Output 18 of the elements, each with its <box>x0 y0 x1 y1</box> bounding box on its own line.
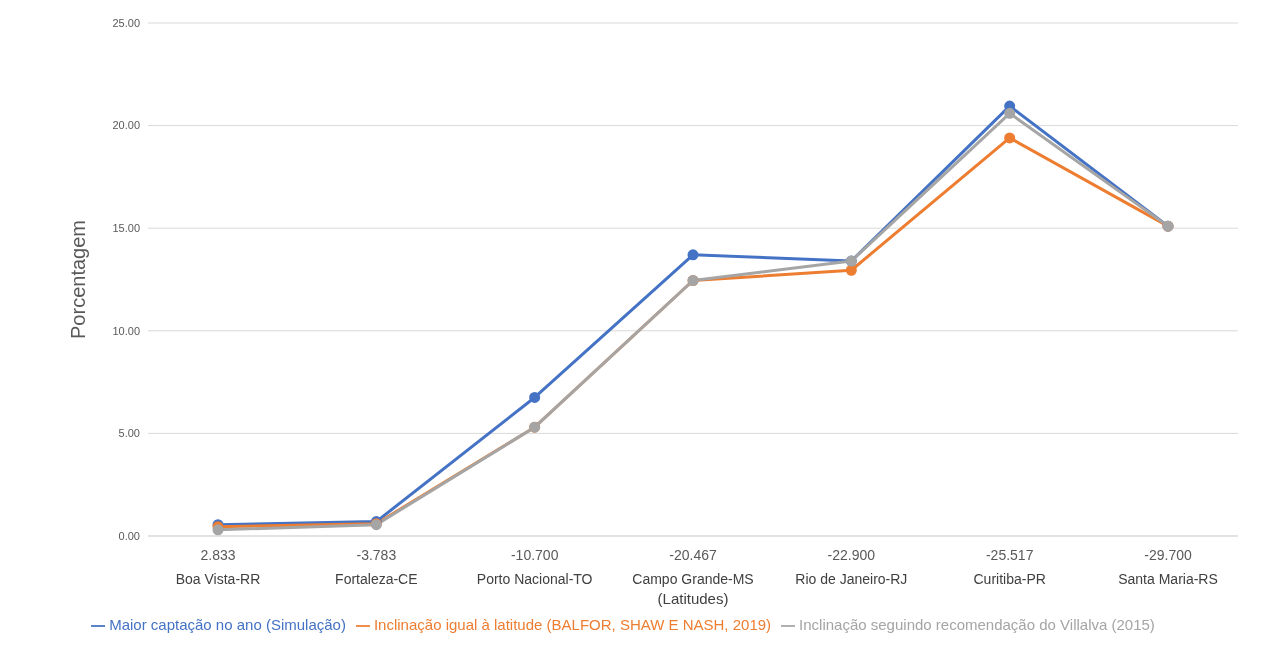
legend-label: Inclinação seguindo recomendação do Villalva (2015) <box>799 615 1155 633</box>
x-tick-label: -10.700 Porto Nacional-TO <box>476 546 593 587</box>
x-tick-label: -22.900 Rio de Janeiro-RJ <box>795 546 908 587</box>
y-tick-label: 5.00 <box>118 427 140 440</box>
y-tick-label: 0.00 <box>118 529 140 542</box>
y-tick-label: 20.00 <box>112 119 140 132</box>
y-tick-label: 15.00 <box>112 222 140 235</box>
x-axis-title: (Latitudes) <box>657 589 729 607</box>
legend-label: Maior captação no ano (Simulação) <box>109 615 346 633</box>
y-tick-label: 25.00 <box>112 16 140 29</box>
x-tick-label: -25.517 Curitiba-PR <box>973 546 1046 587</box>
legend-label: Inclinação igual à latitude (BALFOR, SHAW E NASH, 2019) <box>373 615 772 633</box>
x-tick-label: 2.833 Boa Vista-RR <box>175 546 261 587</box>
y-tick-label: 10.00 <box>112 324 140 337</box>
x-tick-label: -20.467 Campo Grande-MS <box>632 546 754 587</box>
x-tick-label: -29.700 Santa Maria-RS <box>1118 546 1218 587</box>
y-axis-title: Porcentagem <box>67 220 90 339</box>
x-tick-label: -3.783 Fortaleza-CE <box>335 546 418 587</box>
